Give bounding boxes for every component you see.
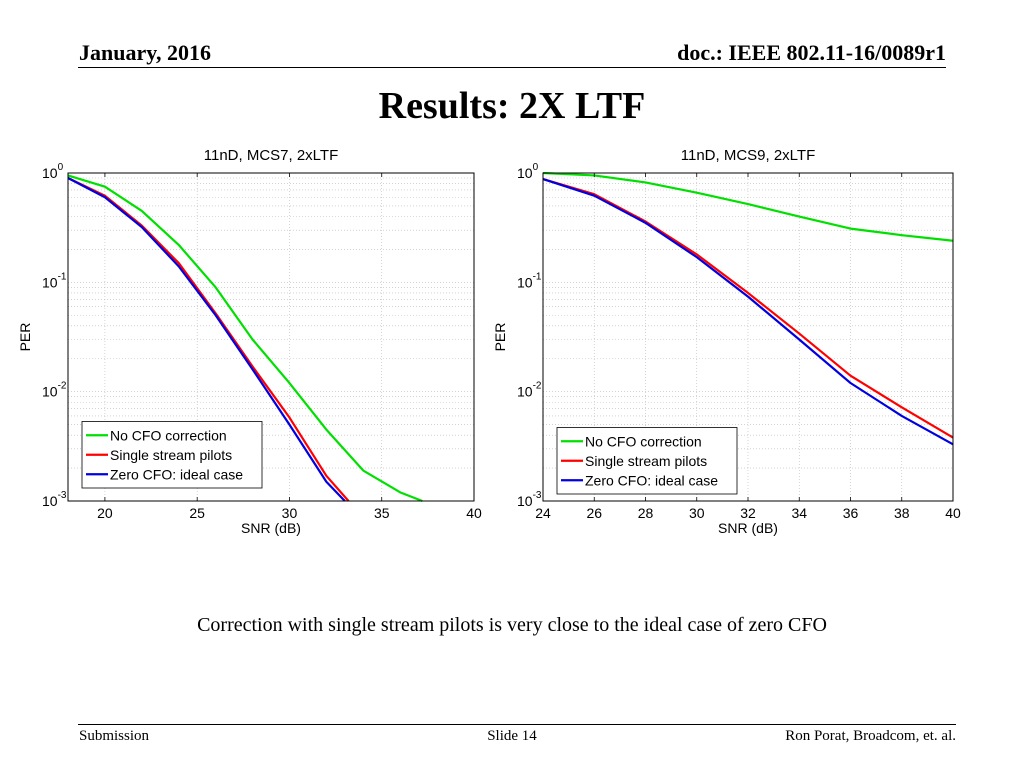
legend-box — [556, 427, 738, 495]
y-axis-label: PER — [492, 323, 508, 352]
y-tick-base: 10 — [517, 274, 533, 290]
y-tick-label: 10-1 — [42, 271, 67, 290]
y-tick-label: 100 — [42, 162, 64, 181]
legend-label: Single stream pilots — [585, 453, 707, 469]
x-tick-label: 30 — [689, 505, 705, 521]
x-tick-label: 26 — [586, 505, 602, 521]
legend-box — [81, 421, 263, 489]
y-tick-base: 10 — [517, 165, 533, 181]
series-line-zero-cfo-ideal-case — [67, 177, 346, 502]
y-tick-exponent: 0 — [533, 162, 539, 173]
legend-label: No CFO correction — [585, 433, 702, 449]
y-tick-label: 10-3 — [517, 490, 542, 509]
grid-lines — [543, 173, 953, 501]
slide-title: Results: 2X LTF — [378, 85, 646, 127]
y-tick-base: 10 — [42, 384, 58, 400]
x-axis-label: SNR (dB) — [241, 520, 301, 536]
y-axis-label: PER — [17, 323, 33, 352]
axes-box — [67, 172, 475, 502]
y-tick-exponent: -2 — [58, 381, 67, 392]
legend: No CFO correction Single stream pilots Zer… — [556, 427, 738, 495]
y-tick-label: 10-3 — [42, 490, 67, 509]
x-tick-label: 38 — [894, 505, 910, 521]
y-tick-exponent: -1 — [533, 271, 542, 282]
legend-label: Zero CFO: ideal case — [110, 466, 243, 482]
x-tick-label: 24 — [535, 505, 551, 521]
chart-title: 11nD, MCS7, 2xLTF — [204, 147, 339, 164]
y-tick-base: 10 — [42, 493, 58, 509]
x-tick-label: 40 — [945, 505, 961, 521]
y-tick-label: 100 — [517, 162, 539, 181]
y-tick-exponent: -2 — [533, 381, 542, 392]
series-line-no-cfo-correction — [542, 171, 954, 242]
y-tick-exponent: -1 — [58, 271, 67, 282]
y-tick-label: 10-2 — [42, 381, 67, 400]
legend-label: Single stream pilots — [110, 447, 232, 463]
legend-label: No CFO correction — [110, 427, 227, 443]
y-tick-exponent: 0 — [58, 162, 64, 173]
x-tick-label: 20 — [97, 505, 113, 521]
slide-caption: Correction with single stream pilots is … — [197, 614, 827, 636]
series-line-single-stream-pilots — [67, 177, 350, 502]
header-date: January, 2016 — [79, 40, 212, 65]
series-line-no-cfo-correction — [67, 174, 423, 503]
y-tick-base: 10 — [517, 493, 533, 509]
y-tick-label: 10-2 — [517, 381, 542, 400]
series-line-single-stream-pilots — [542, 178, 954, 439]
chart-title: 11nD, MCS9, 2xLTF — [681, 147, 816, 164]
y-tick-exponent: -3 — [58, 490, 67, 501]
footer-submission: Submission — [79, 728, 150, 744]
y-tick-label: 10-1 — [517, 271, 542, 290]
x-tick-label: 34 — [791, 505, 807, 521]
footer-slide-number: Slide 14 — [487, 728, 537, 744]
x-axis-label: SNR (dB) — [718, 520, 778, 536]
y-tick-base: 10 — [517, 384, 533, 400]
footer-divider — [78, 724, 956, 725]
y-tick-exponent: -3 — [533, 490, 542, 501]
legend: No CFO correction Single stream pilots Zer… — [81, 421, 263, 489]
x-tick-label: 35 — [374, 505, 390, 521]
footer-author: Ron Porat, Broadcom, et. al. — [785, 728, 956, 744]
x-tick-label: 32 — [740, 505, 756, 521]
header-divider — [78, 67, 946, 68]
legend-label: Zero CFO: ideal case — [585, 472, 718, 488]
x-tick-label: 40 — [466, 505, 482, 521]
y-tick-base: 10 — [42, 165, 58, 181]
x-tick-label: 30 — [282, 505, 298, 521]
x-tick-label: 25 — [189, 505, 205, 521]
series-line-zero-cfo-ideal-case — [542, 178, 954, 446]
x-tick-label: 28 — [638, 505, 654, 521]
y-tick-base: 10 — [42, 274, 58, 290]
x-tick-label: 36 — [843, 505, 859, 521]
header-doc-id: doc.: IEEE 802.11-16/0089r1 — [677, 40, 946, 65]
